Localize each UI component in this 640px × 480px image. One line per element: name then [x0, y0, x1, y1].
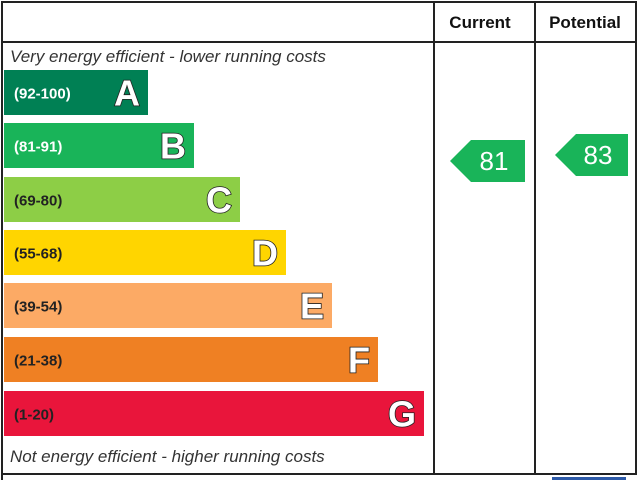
band-bar — [4, 283, 332, 328]
current-rating: 81 — [480, 146, 509, 176]
potential-arrow — [555, 134, 628, 176]
band-range: (92-100) — [14, 86, 71, 103]
band-bar — [4, 337, 378, 382]
band-range: (21-38) — [14, 353, 62, 370]
band-letter: D — [252, 233, 278, 274]
band-range: (55-68) — [14, 246, 62, 263]
band-bar — [4, 230, 286, 275]
band-bar — [4, 70, 148, 115]
potential-rating: 83 — [584, 140, 613, 170]
band-bar — [4, 123, 194, 168]
band-range: (1-20) — [14, 407, 54, 424]
bands: (92-100) A (81-91) B (69-80) C (55-68) D (39-54)… — [4, 70, 424, 436]
top-note: Very energy efficient - lower running co… — [10, 47, 326, 66]
band-letter: E — [300, 286, 324, 327]
footer-mark — [552, 477, 626, 480]
band-letter: G — [388, 394, 416, 435]
band-range: (69-80) — [14, 193, 62, 210]
band-bar — [4, 391, 424, 436]
band-letter: A — [114, 73, 140, 114]
column-header: Potential — [549, 13, 621, 32]
band-letter: B — [160, 126, 186, 167]
column-header: Current — [449, 13, 511, 32]
current-arrow — [450, 140, 525, 182]
band-range: (81-91) — [14, 139, 62, 156]
band-letter: F — [348, 340, 370, 381]
bottom-note: Not energy efficient - higher running co… — [10, 447, 325, 466]
band-letter: C — [206, 180, 232, 221]
band-bar — [4, 177, 240, 222]
band-range: (39-54) — [14, 299, 62, 316]
